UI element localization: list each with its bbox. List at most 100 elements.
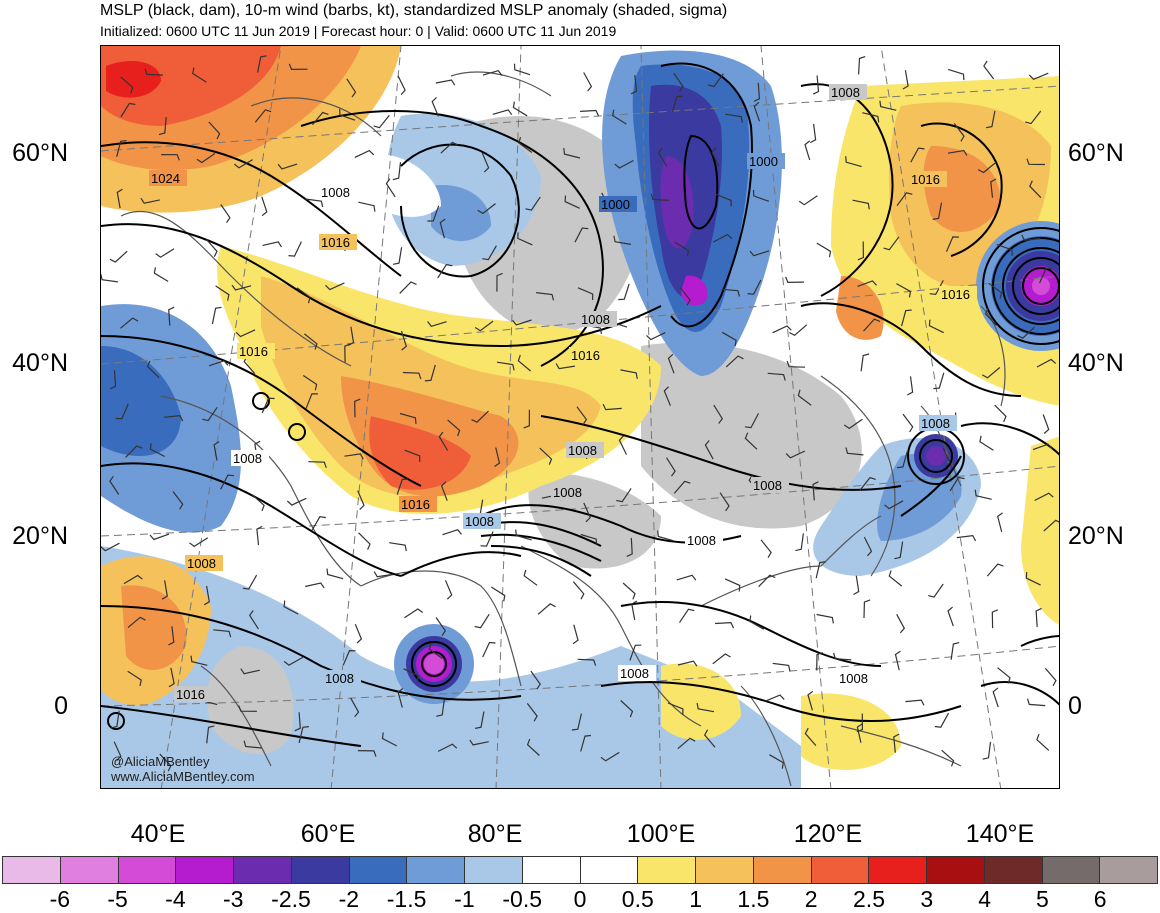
wind-barb [979,435,994,451]
wind-barb [492,109,513,116]
wind-barb [440,481,448,501]
wind-barb [956,534,977,542]
wind-barb [109,370,117,390]
wind-barb [525,196,541,211]
wind-barb [539,447,553,465]
wind-barb [974,489,992,500]
wind-barb [523,569,538,586]
wind-barb [714,621,735,629]
wind-barb [477,203,496,215]
wind-barb [471,410,489,423]
colorbar-label: -5 [107,886,128,912]
wind-barb [679,287,691,306]
wind-barb [816,613,834,624]
wind-barb [339,108,356,121]
wind-barb [703,729,716,748]
wind-barb [676,574,697,581]
wind-barb [350,697,360,718]
wind-barb [933,372,945,390]
wind-barb [721,331,737,347]
wind-barb [427,321,447,327]
wind-barb [657,147,668,167]
wind-barb [907,376,914,396]
wind-barb [120,76,134,94]
wind-barb [934,712,950,728]
wind-barb [984,308,997,326]
credit-url[interactable]: www.AliciaMBentley.com [111,769,255,784]
wind-barb [101,273,118,283]
wind-barb [238,705,257,712]
wind-barb [845,447,864,456]
wind-barb [262,241,283,248]
wind-barb [404,608,424,619]
colorbar-swatch [696,857,754,883]
wind-barb [942,447,951,468]
wind-barb [815,561,826,579]
wind-barb [1042,414,1050,434]
wind-barb [713,404,724,424]
wind-barb [304,333,318,350]
wind-barb [389,542,407,552]
wind-barb [896,192,913,207]
wind-barb [288,63,308,71]
wind-barb [442,529,462,536]
colorbar-swatch [176,857,234,883]
wind-barb [536,292,555,301]
wind-barb [444,580,453,600]
colorbar-swatch [1100,857,1157,883]
lon-label: 140°E [965,820,1035,848]
wind-barb [438,431,449,451]
wind-barb [749,250,770,257]
wind-barb [996,244,1013,256]
wind-barb [928,319,944,334]
wind-barb [953,123,965,142]
map-panel[interactable]: 1024 1008 1016 1000 1008 1016 1008 1016 … [100,45,1060,789]
wind-barb [215,285,230,301]
wind-barb [496,272,503,292]
wind-barb [945,236,959,252]
wind-barb [673,72,684,92]
wind-barb [812,481,819,501]
wind-barb [574,227,589,243]
wind-barb [725,355,744,368]
wind-barb [905,699,925,706]
wind-barb [474,320,494,332]
wind-barb [296,287,311,304]
wind-barb [358,201,376,212]
wind-barb [381,732,397,747]
wind-barb [140,197,160,204]
wind-barb [753,82,761,102]
wind-barb [482,641,496,658]
wind-barb [537,603,556,615]
colorbar-swatch [638,857,696,883]
wind-barb [894,541,904,560]
map-subtitle: Initialized: 0600 UTC 11 Jun 2019 | Fore… [100,23,617,39]
wind-barb [577,287,594,301]
contour-label: 1008 [687,533,716,548]
colorbar-label: -6 [49,886,71,912]
lon-label: 100°E [626,820,696,848]
wind-barb [816,242,832,258]
wind-barb [929,280,944,296]
contour-label: 1024 [151,171,180,186]
colorbar-swatch [927,857,985,883]
wind-barb [120,102,136,118]
wind-barb [744,432,758,450]
wind-barb [220,204,231,224]
wind-barb [256,525,263,546]
lon-label: 40°E [130,820,186,848]
wind-barb [622,582,636,600]
credit-handle: @AliciaMBentley [111,754,210,769]
contour-label: 1016 [401,497,430,512]
contour-label: 1016 [321,235,350,250]
wind-barb [852,199,870,210]
wind-barb [435,79,456,86]
wind-barb [896,614,906,634]
wind-barb [161,580,168,600]
wind-barb [896,283,912,298]
wind-barb [991,609,999,629]
wind-barb [1025,572,1041,586]
wind-barb [580,734,591,752]
wind-barb [251,494,265,512]
wind-barb [392,247,403,265]
